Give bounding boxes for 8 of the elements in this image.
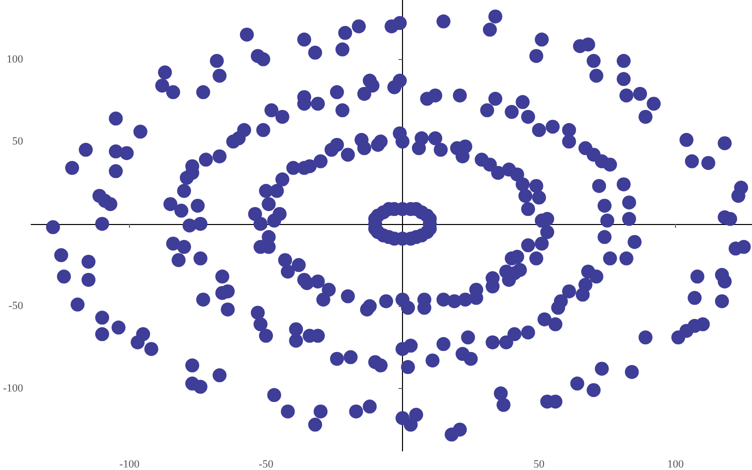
x-tick-label: -100 xyxy=(119,458,140,470)
x-tick-label: -50 xyxy=(258,458,274,470)
x-tick-label: 100 xyxy=(667,458,684,470)
y-tick-label: -50 xyxy=(8,300,24,312)
y-tick-label: 50 xyxy=(12,136,24,148)
x-tick-label: 50 xyxy=(534,458,546,470)
y-tick-label: -100 xyxy=(2,382,24,394)
y-tick-label: 100 xyxy=(6,53,24,66)
